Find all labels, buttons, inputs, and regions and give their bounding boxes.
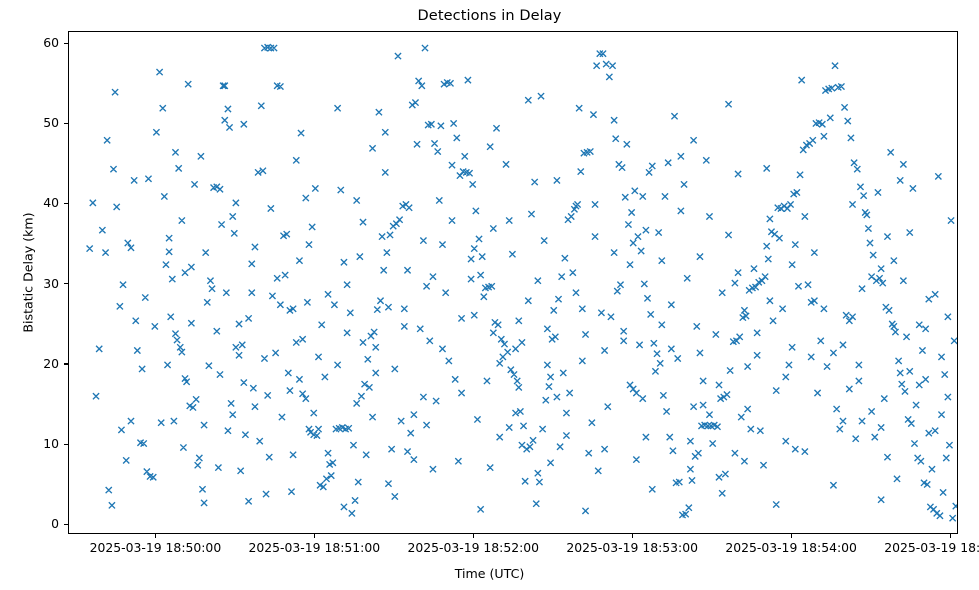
x-tick-label: 2025-03-19 18:55:00: [884, 540, 979, 555]
x-axis-label: Time (UTC): [454, 566, 525, 581]
y-tick-label: 40: [43, 195, 59, 211]
y-tick-label: 30: [43, 275, 59, 291]
x-tick-label: 2025-03-19 18:52:00: [407, 540, 540, 555]
x-tick-mark: [949, 534, 951, 538]
y-tick-mark: [64, 283, 68, 285]
scatter-points: [86, 43, 957, 522]
plot-area[interactable]: [68, 31, 958, 534]
x-tick-label: 2025-03-19 18:53:00: [566, 540, 698, 555]
y-tick-mark: [64, 523, 68, 525]
page-title: Detections in Delay: [417, 8, 562, 24]
y-axis-label: Bistatic Delay (km): [20, 212, 36, 333]
y-tick-mark: [64, 363, 68, 365]
y-tick-label: 50: [43, 115, 59, 131]
y-tick-mark: [64, 42, 68, 44]
y-tick-mark: [64, 202, 68, 205]
y-tick-mark: [64, 122, 68, 124]
x-tick-mark: [790, 534, 792, 538]
x-tick-mark: [313, 534, 315, 538]
x-tick-label: 2025-03-19 18:54:00: [725, 540, 857, 555]
x-tick-label: 2025-03-19 18:51:00: [248, 540, 381, 555]
y-tick-label: 60: [43, 35, 59, 51]
x-tick-mark: [472, 534, 474, 538]
y-tick-mark: [64, 443, 68, 445]
x-tick-mark: [631, 534, 633, 538]
x-tick-mark: [154, 534, 156, 538]
y-tick-label: 20: [43, 355, 59, 371]
x-tick-label: 2025-03-19 18:50:00: [89, 540, 222, 555]
y-tick-label: 0: [51, 516, 59, 532]
y-tick-label: 10: [43, 436, 59, 452]
